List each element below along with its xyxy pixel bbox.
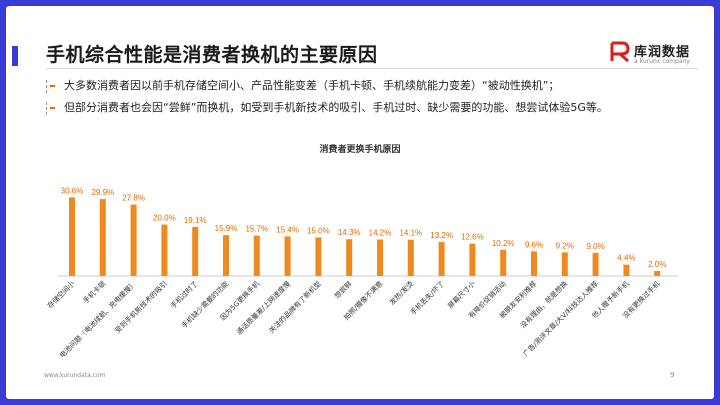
title-divider bbox=[46, 68, 698, 69]
category-label: 发热/发烫 bbox=[387, 279, 415, 307]
data-label: 4.4% bbox=[617, 254, 635, 263]
page-title: 手机综合性能是消费者换机的主要原因 bbox=[46, 44, 378, 66]
bar bbox=[592, 252, 599, 276]
bar bbox=[623, 264, 630, 276]
bullet-text: 大多数消费者因以前手机存储空间小、产品性能变差（手机卡顿、手机续航能力变差）“被… bbox=[64, 79, 560, 92]
data-label: 20.0% bbox=[153, 214, 176, 223]
bullet-marker-line bbox=[46, 80, 47, 93]
logo-name: 库润数据 bbox=[634, 45, 691, 60]
data-label: 13.2% bbox=[430, 231, 453, 240]
bar bbox=[561, 252, 568, 276]
data-label: 9.6% bbox=[525, 240, 543, 249]
data-label: 12.6% bbox=[461, 233, 484, 242]
footer-url: www.kurundata.com bbox=[44, 372, 106, 379]
category-label: 受到手机新技术的吸引 bbox=[113, 279, 169, 335]
data-label: 19.1% bbox=[184, 216, 207, 225]
logo-subtitle: a kurunx company bbox=[634, 58, 690, 65]
slide: 手机综合性能是消费者换机的主要原因 库润数据 a kurunx company … bbox=[6, 6, 714, 399]
data-label: 9.2% bbox=[556, 241, 574, 250]
data-label: 15.4% bbox=[276, 225, 299, 234]
category-label: 手机过时了 bbox=[169, 279, 200, 310]
logo-mark-icon bbox=[610, 41, 630, 63]
bar bbox=[407, 239, 414, 276]
data-label: 14.3% bbox=[338, 228, 361, 237]
bar bbox=[469, 243, 476, 276]
data-label: 15.0% bbox=[307, 226, 330, 235]
data-label: 27.8% bbox=[122, 194, 145, 203]
data-label: 14.2% bbox=[369, 228, 392, 237]
category-label: 关注的品牌有了新机型 bbox=[267, 279, 323, 335]
bullet-marker-icon bbox=[50, 85, 55, 87]
bullet-marker-line bbox=[46, 102, 47, 115]
page-number: 9 bbox=[670, 371, 675, 379]
chart-title: 消费者更换手机原因 bbox=[319, 145, 401, 155]
data-label: 14.1% bbox=[399, 229, 422, 238]
category-label: 想尝鲜 bbox=[332, 279, 353, 300]
bar bbox=[500, 249, 507, 276]
bar bbox=[377, 239, 383, 276]
bar bbox=[654, 270, 661, 276]
category-label: 存储空间小 bbox=[45, 279, 76, 310]
data-label: 2.0% bbox=[648, 260, 666, 269]
bullet-marker-icon bbox=[50, 107, 55, 109]
bullet-item: 但部分消费者也会因“尝鲜”而换机，如受到手机新技术的吸引、手机过时、缺少需要的功… bbox=[46, 100, 690, 116]
bar bbox=[346, 239, 353, 276]
bar bbox=[161, 224, 168, 276]
bar bbox=[130, 204, 137, 276]
bar bbox=[223, 235, 229, 276]
bar bbox=[253, 235, 260, 276]
title-accent-bar bbox=[12, 46, 18, 66]
data-label: 15.9% bbox=[215, 224, 238, 233]
bar-chart: 30.6%存储空间小29.9%手机卡顿27.8%电池问题（电池续航、充电缓慢）2… bbox=[45, 186, 678, 360]
bar bbox=[284, 236, 291, 276]
data-label: 9.0% bbox=[586, 242, 604, 251]
bullet-list: 大多数消费者因以前手机存储空间小、产品性能变差（手机卡顿、手机续航能力变差）“被… bbox=[46, 78, 690, 122]
bar bbox=[99, 199, 106, 276]
bar bbox=[315, 237, 322, 276]
category-label: 通话质量差/上网速度慢 bbox=[234, 279, 292, 337]
data-label: 29.9% bbox=[91, 188, 114, 197]
bar bbox=[69, 197, 75, 276]
data-label: 15.7% bbox=[245, 225, 268, 234]
bar bbox=[531, 251, 537, 276]
brand-logo: 库润数据 a kurunx company bbox=[610, 38, 710, 68]
bar bbox=[438, 242, 445, 276]
category-label: 手机卡顿 bbox=[81, 279, 107, 305]
category-label: 屏幕尺寸小 bbox=[446, 279, 477, 310]
bullet-item: 大多数消费者因以前手机存储空间小、产品性能变差（手机卡顿、手机续航能力变差）“被… bbox=[46, 78, 690, 94]
data-label: 10.2% bbox=[492, 239, 515, 248]
bullet-text: 但部分消费者也会因“尝鲜”而换机，如受到手机新技术的吸引、手机过时、缺少需要的功… bbox=[64, 101, 608, 114]
bar bbox=[192, 226, 199, 276]
data-label: 30.6% bbox=[61, 186, 84, 195]
